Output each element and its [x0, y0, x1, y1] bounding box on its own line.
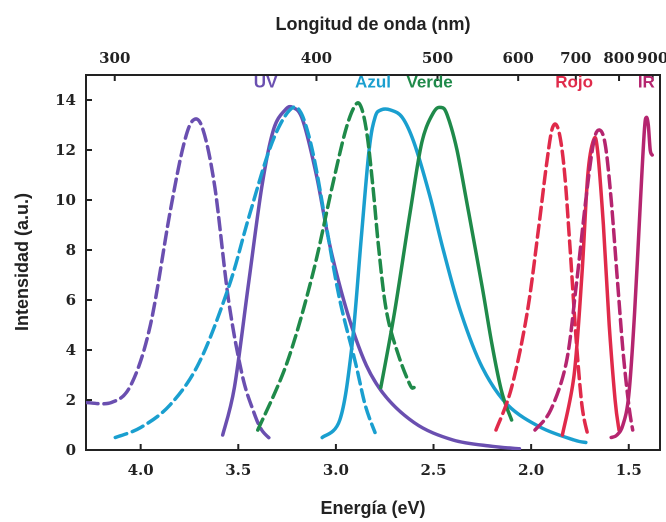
x-tick-label: 1.5 — [616, 461, 642, 479]
y-tick-label: 8 — [66, 241, 76, 259]
series-line-ir-dashed-8 — [533, 128, 635, 432]
y-tick-label: 10 — [55, 191, 76, 209]
y-tick-label: 4 — [66, 341, 76, 359]
x-tick-label: 3.0 — [323, 461, 349, 479]
series-label-verde: Verde — [406, 73, 452, 92]
ticks-group: 4.0 3.5 3.0 2.5 2.0 1.5 300 400 500 600 700 800 900 0… — [55, 49, 666, 479]
y-tick-label: 12 — [55, 141, 76, 159]
series-label-rojo: Rojo — [555, 73, 593, 92]
series-line-azul-dashed-2 — [113, 105, 377, 440]
x-tick-label: 3.5 — [225, 461, 251, 479]
series-line-verde-solid-5 — [379, 105, 514, 422]
plot-frame — [85, 74, 661, 451]
series-label-azul: Azul — [355, 73, 391, 92]
x2-tick-label: 500 — [422, 49, 453, 67]
x2-tick-label: 900 — [637, 49, 666, 67]
x-tick-label: 2.5 — [420, 461, 446, 479]
series-label-uv: UV — [254, 73, 278, 92]
series-group — [86, 101, 654, 450]
x-tick-label: 4.0 — [128, 461, 154, 479]
x-axis-title: Energía (eV) — [320, 498, 425, 518]
y-axis-title: Intensidad (a.u.) — [12, 193, 32, 331]
x2-tick-label: 700 — [560, 49, 591, 67]
series-line-rojo-solid-7 — [560, 135, 621, 437]
series-line-verde-dashed-4 — [256, 101, 416, 432]
series-labels: UV Azul Verde Rojo IR — [254, 73, 655, 92]
series-line-ir-solid-9 — [609, 115, 654, 440]
x2-axis-title: Longitud de onda (nm) — [276, 14, 471, 34]
y-tick-label: 2 — [66, 391, 76, 409]
x-tick-label: 2.0 — [518, 461, 544, 479]
series-line-uv-dashed-0 — [86, 117, 274, 442]
x2-tick-label: 300 — [99, 49, 130, 67]
y-tick-label: 14 — [55, 91, 76, 109]
series-label-ir: IR — [638, 73, 655, 92]
y-tick-label: 6 — [66, 291, 76, 309]
y-tick-label: 0 — [66, 441, 76, 459]
x2-tick-label: 600 — [503, 49, 534, 67]
x2-tick-label: 400 — [301, 49, 332, 67]
x2-tick-label: 800 — [603, 49, 634, 67]
